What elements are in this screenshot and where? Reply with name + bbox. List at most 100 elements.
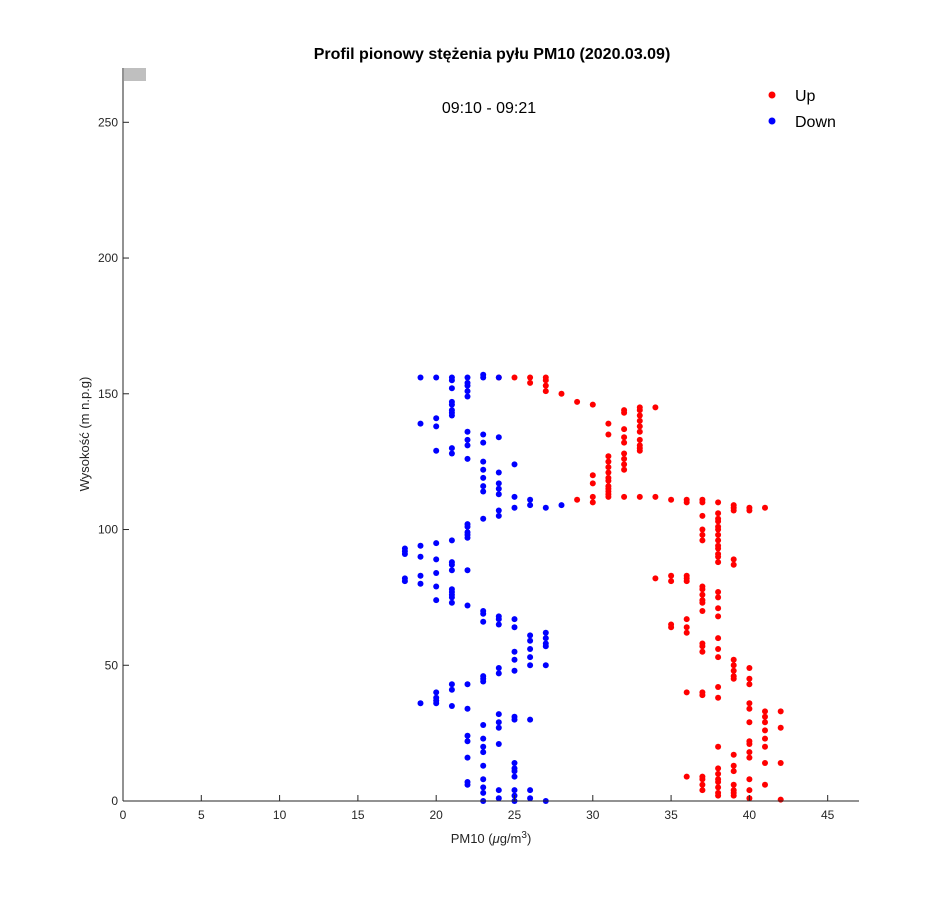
data-point-up: [589, 493, 596, 500]
data-point-down: [417, 542, 424, 549]
data-point-up: [621, 426, 628, 433]
data-point-up: [511, 374, 518, 381]
points-layer: [401, 371, 784, 804]
data-point-up: [558, 390, 565, 397]
data-point-up: [542, 382, 549, 389]
data-point-up: [715, 531, 722, 538]
data-point-down: [495, 512, 502, 519]
data-point-up: [605, 483, 612, 490]
data-point-up: [652, 404, 659, 411]
data-point-up: [621, 434, 628, 441]
data-point-down: [480, 673, 487, 680]
data-point-down: [448, 559, 455, 566]
data-point-up: [621, 439, 628, 446]
data-point-down: [527, 787, 534, 794]
data-point-up: [699, 648, 706, 655]
data-point-up: [636, 428, 643, 435]
series-up: [495, 374, 784, 803]
x-tick-label: 30: [586, 808, 600, 822]
data-point-up: [746, 705, 753, 712]
data-point-down: [511, 493, 518, 500]
data-point-down: [511, 656, 518, 663]
y-axis-label: Wysokość (m n.p.g): [77, 377, 92, 492]
data-point-down: [464, 529, 471, 536]
data-point-down: [448, 407, 455, 414]
data-point-down: [542, 640, 549, 647]
data-point-down: [495, 374, 502, 381]
data-point-down: [464, 602, 471, 609]
data-point-down: [464, 455, 471, 462]
data-point-up: [777, 760, 784, 766]
data-point-down: [433, 423, 440, 430]
data-point-up: [715, 515, 722, 522]
data-point-down: [464, 681, 471, 688]
series-down: [401, 371, 565, 804]
data-point-up: [730, 561, 737, 568]
data-point-up: [636, 404, 643, 411]
data-point-up: [574, 496, 581, 503]
data-point-down: [401, 575, 408, 582]
data-point-up: [746, 754, 753, 761]
data-point-up: [636, 436, 643, 443]
data-point-up: [636, 493, 643, 500]
data-point-up: [715, 542, 722, 549]
data-point-down: [480, 371, 487, 378]
data-point-down: [433, 583, 440, 590]
data-point-up: [699, 597, 706, 604]
data-point-down: [511, 713, 518, 720]
data-point-down: [480, 722, 487, 728]
data-point-down: [464, 705, 471, 712]
data-point-up: [715, 510, 722, 517]
legend-item-down: Down: [768, 114, 836, 131]
data-point-down: [464, 393, 471, 400]
data-point-up: [699, 781, 706, 788]
scroll-handle[interactable]: [124, 68, 146, 81]
chart-subtitle: 09:10 - 09:21: [442, 100, 536, 117]
data-point-up: [605, 458, 612, 465]
data-point-up: [730, 762, 737, 769]
data-point-down: [495, 795, 502, 802]
data-point-down: [448, 374, 455, 381]
data-point-down: [480, 483, 487, 490]
data-point-up: [542, 388, 549, 395]
data-point-down: [480, 776, 487, 783]
data-point-down: [417, 700, 424, 707]
data-point-down: [511, 765, 518, 772]
data-point-up: [636, 412, 643, 419]
data-point-down: [480, 618, 487, 625]
data-point-down: [495, 469, 502, 476]
data-point-down: [527, 637, 534, 644]
data-point-up: [762, 743, 768, 750]
data-point-up: [668, 572, 675, 579]
data-point-down: [448, 681, 455, 688]
data-point-up: [605, 420, 612, 427]
data-point-up: [746, 749, 753, 756]
data-point-down: [433, 694, 440, 701]
data-point-up: [715, 589, 722, 595]
data-point-down: [448, 445, 455, 452]
data-point-down: [448, 398, 455, 405]
data-point-up: [683, 616, 690, 623]
data-point-up: [746, 787, 753, 794]
data-point-up: [746, 675, 753, 682]
data-point-down: [495, 485, 502, 492]
data-point-down: [464, 754, 471, 761]
data-point-up: [683, 773, 690, 780]
data-point-up: [668, 621, 675, 628]
data-point-up: [605, 474, 612, 481]
data-point-down: [511, 461, 518, 468]
data-point-down: [495, 613, 502, 620]
data-point-up: [699, 512, 706, 519]
data-point-down: [480, 474, 487, 481]
data-point-down: [527, 654, 534, 661]
x-ticks: 0 5 10 15 20 25 30 35 40 45: [120, 795, 835, 822]
data-point-up: [683, 572, 690, 579]
data-point-down: [480, 749, 487, 756]
data-point-down: [542, 662, 549, 669]
data-point-down: [448, 450, 455, 457]
data-point-down: [495, 507, 502, 514]
y-tick-label: 50: [105, 658, 119, 672]
data-point-down: [527, 662, 534, 669]
data-point-down: [401, 545, 408, 552]
